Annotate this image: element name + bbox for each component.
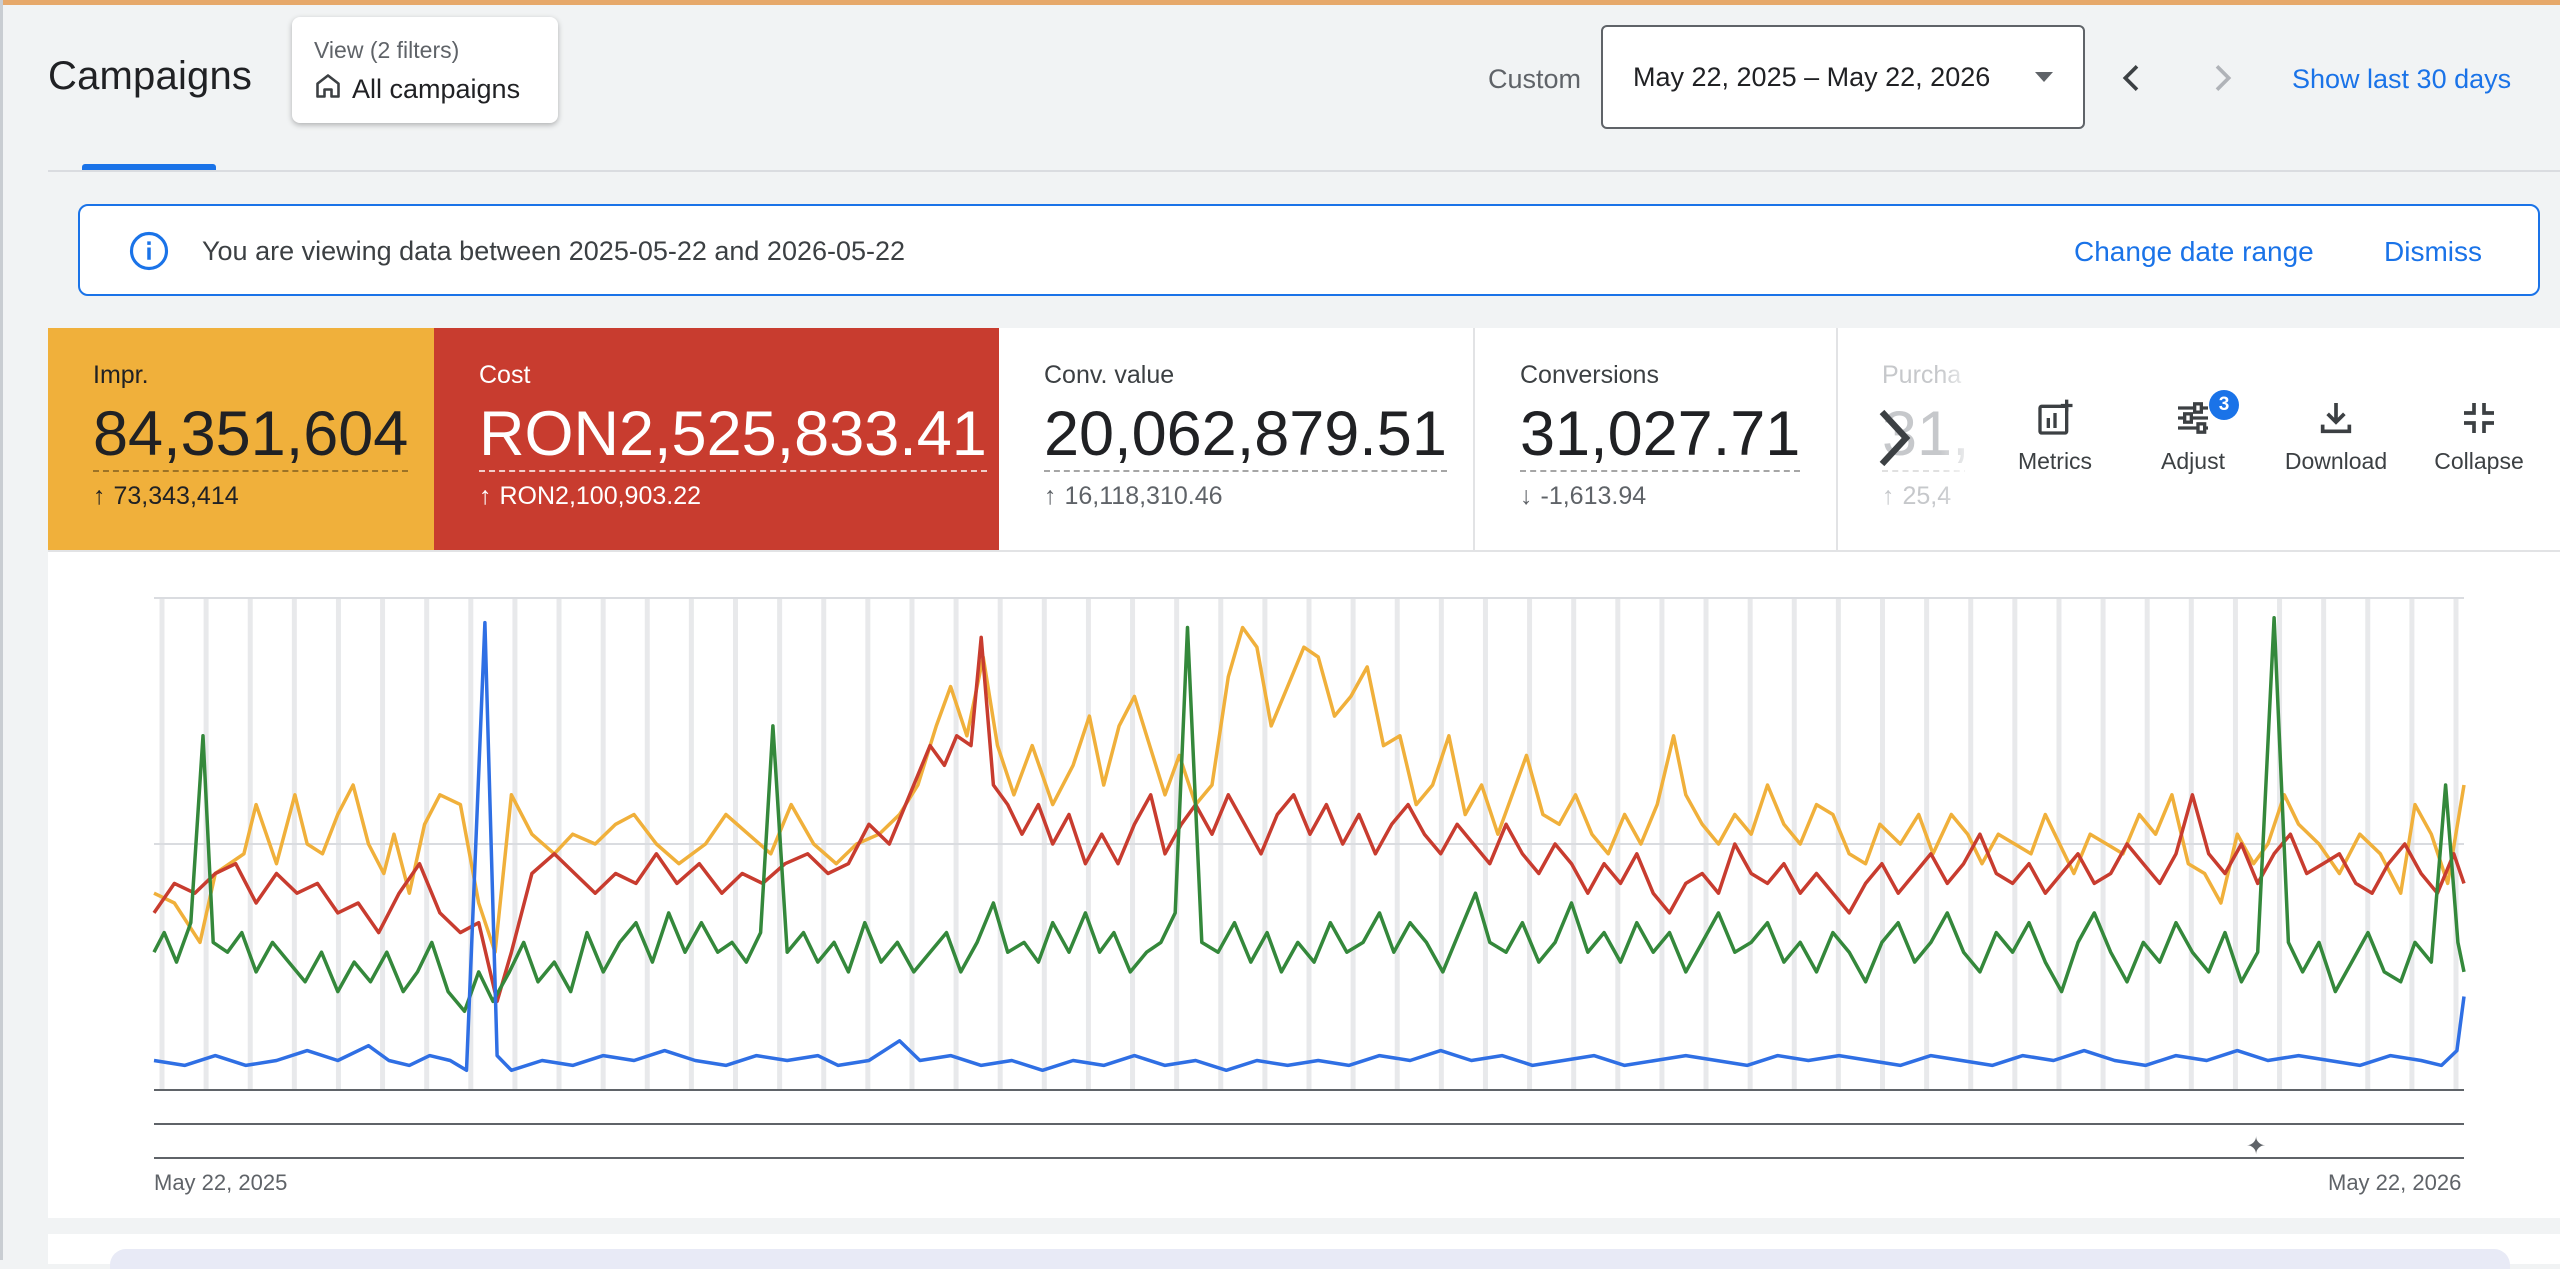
series-line-1[interactable] [153,625,2466,954]
metric-card-conv-value[interactable]: Conv. value 20,062,879.51 ↑ 16,118,310.46 [999,328,1475,550]
metric-value: 20,062,879.51 [1044,398,1447,472]
window-left-border [0,0,3,1260]
download-label: Download [2284,448,2388,474]
metric-card-impressions[interactable]: Impr. 84,351,604 ↑ 73,343,414 [48,328,434,550]
previous-period-button[interactable] [2112,58,2152,98]
date-range-dropdown[interactable]: May 22, 2025 – May 22, 2026 [1601,25,2085,129]
performance-chart-card: ✦ [48,552,2560,1218]
metric-delta: -1,613.94 [1540,482,1647,510]
collapse-label: Collapse [2434,448,2524,474]
x-axis-end-label: May 22, 2026 [2328,1170,2462,1195]
dismiss-link[interactable]: Dismiss [2384,236,2482,267]
tab-divider [48,170,2560,172]
metric-delta: RON2,100,903.22 [499,482,702,510]
info-icon [128,230,170,277]
collapse-button[interactable]: Collapse [2419,398,2539,475]
metric-label: Conversions [1520,361,1659,389]
metrics-divider [48,550,2560,552]
add-chart-icon [2038,399,2073,435]
page-title: Campaigns [48,54,253,98]
arrow-down-icon: ↓ [1520,482,1533,510]
next-section-header [110,1249,2510,1269]
annotation-sparkle-icon: ✦ [2246,1132,2266,1160]
metric-card-cost[interactable]: Cost RON2,525,833.41 ↑ RON2,100,903.22 [434,328,999,550]
next-period-button[interactable] [2202,58,2242,98]
chevron-right-icon [2215,65,2232,91]
view-filters-label: View (2 filters) [314,37,460,63]
metric-delta: 73,343,414 [113,482,239,510]
metrics-button[interactable]: Metrics [1995,398,2115,475]
metric-delta: 16,118,310.46 [1064,482,1223,510]
chart-toolbar [1965,328,2560,550]
active-tab-indicator [82,164,216,170]
date-range-info-banner: You are viewing data between 2025-05-22 … [78,204,2540,296]
caret-down-icon [2035,72,2053,82]
adjust-button[interactable]: Adjust [2133,398,2253,475]
banner-message: You are viewing data between 2025-05-22 … [202,236,906,266]
arrow-up-icon: ↑ [1882,482,1895,510]
window-top-border [0,0,2560,5]
chevron-right-icon [1879,409,1911,467]
metric-value: RON2,525,833.41 [479,398,987,472]
performance-line-chart[interactable]: ✦ [48,552,2560,1218]
arrow-up-icon: ↑ [93,482,106,510]
collapse-icon [2464,403,2494,433]
scroll-metrics-right-button[interactable] [1872,406,1916,475]
date-mode-label: Custom [1488,64,1582,94]
metric-card-conversions[interactable]: Conversions 31,027.71 ↓ -1,613.94 [1475,328,1838,550]
date-range-value: May 22, 2025 – May 22, 2026 [1633,61,1991,92]
show-last-30-days-link[interactable]: Show last 30 days [2292,64,2512,94]
adjust-label: Adjust [2161,448,2225,474]
download-button[interactable]: Download [2276,398,2396,475]
arrow-up-icon: ↑ [1044,482,1057,510]
home-icon [314,72,342,107]
arrow-up-icon: ↑ [479,482,492,510]
view-name: All campaigns [352,74,521,104]
x-axis-start-label: May 22, 2025 [154,1170,288,1195]
adjust-count-badge: 3 [2209,390,2239,420]
metrics-label: Metrics [2017,448,2093,474]
series-line-2[interactable] [152,635,2466,1004]
download-icon [2320,403,2352,434]
metric-label: Cost [479,361,531,389]
metric-label: Conv. value [1044,361,1175,389]
series-line-4[interactable] [153,620,2466,1073]
tune-icon [2178,402,2208,434]
chevron-left-icon [2122,65,2139,91]
metric-value: 84,351,604 [93,398,409,472]
view-selector-chip[interactable]: View (2 filters) All campaigns [292,17,558,123]
series-line-3[interactable] [152,615,2466,1014]
metric-label: Impr. [93,361,149,389]
change-date-range-link[interactable]: Change date range [2074,236,2314,267]
metric-value: 31,027.71 [1520,398,1801,472]
